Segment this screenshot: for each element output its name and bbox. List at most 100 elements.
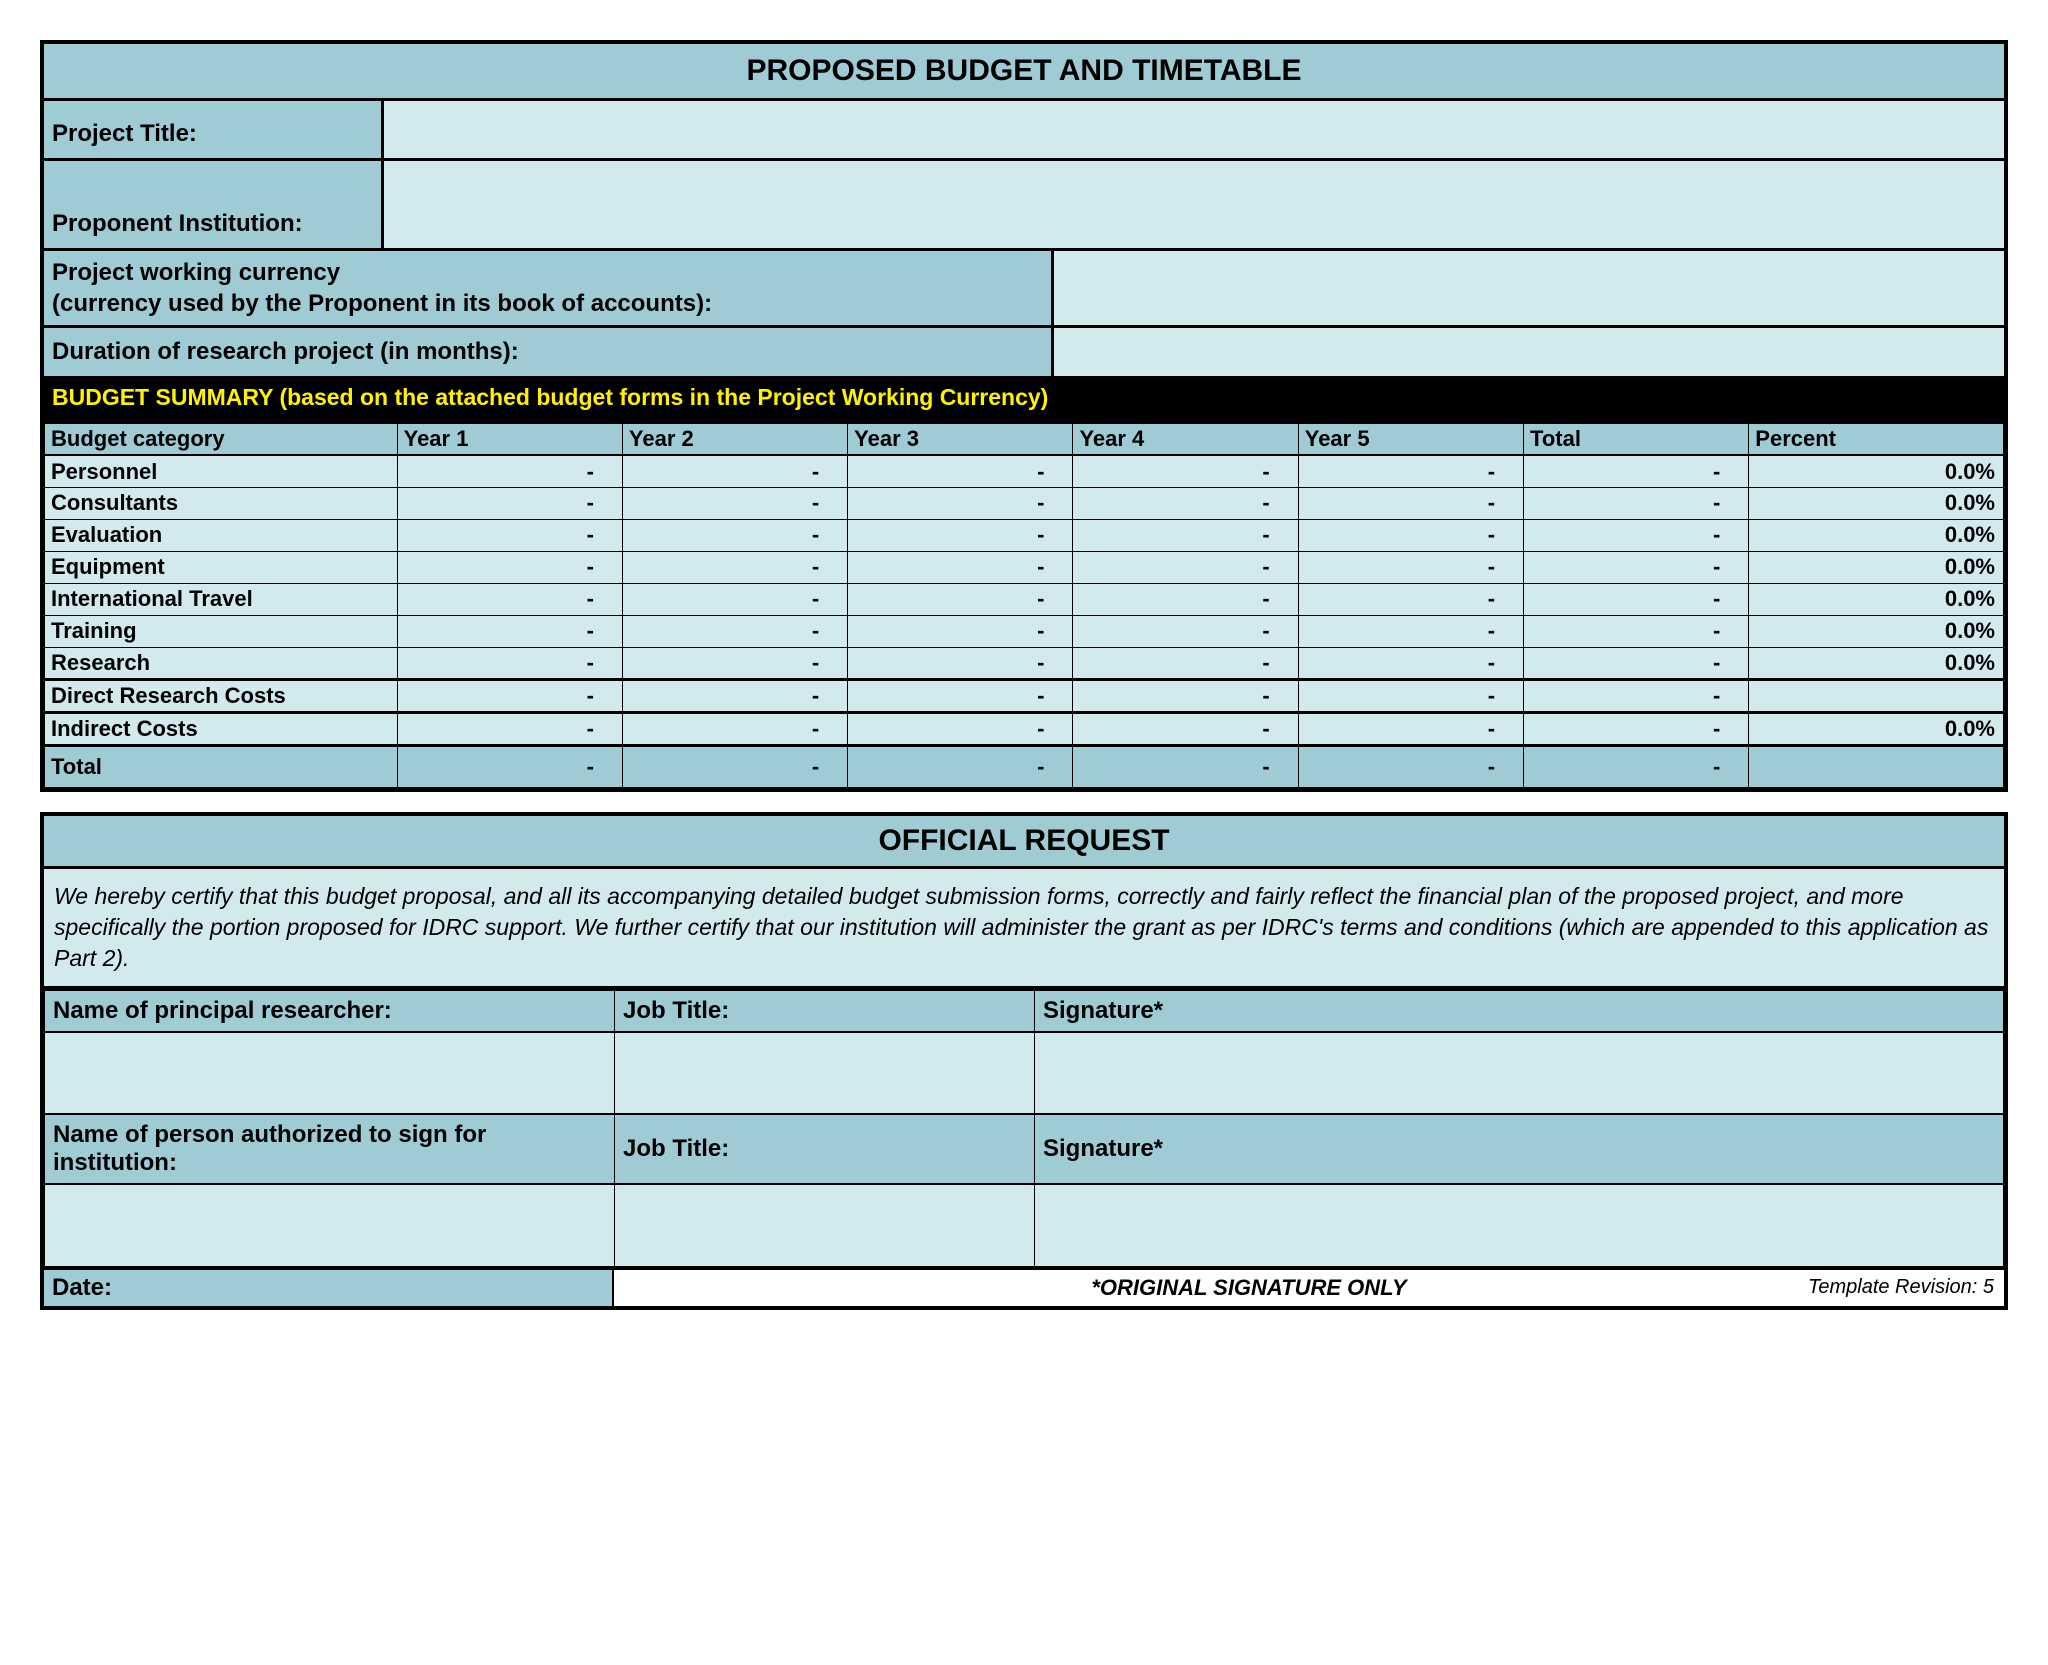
budget-value: - (1298, 519, 1523, 551)
currency-label: Project working currency (currency used … (44, 251, 1054, 325)
footer-row: Date: *ORIGINAL SIGNATURE ONLY Template … (44, 1267, 2004, 1306)
budget-value: - (1298, 679, 1523, 712)
budget-header: Year 3 (848, 423, 1073, 455)
principal-job-label: Job Title: (615, 990, 1035, 1032)
budget-value: - (848, 647, 1073, 679)
budget-value: - (622, 615, 847, 647)
budget-value: - (622, 519, 847, 551)
currency-label-line2: (currency used by the Proponent in its b… (52, 290, 712, 317)
signature-table: Name of principal researcher: Job Title:… (44, 989, 2004, 1267)
authorized-name-value[interactable] (45, 1184, 615, 1266)
currency-label-line1: Project working currency (52, 259, 340, 286)
budget-category: Research (45, 647, 398, 679)
authorized-sig-label: Signature* (1035, 1114, 2004, 1184)
budget-value: - (848, 712, 1073, 745)
budget-percent: 0.0% (1749, 712, 2004, 745)
budget-category: Indirect Costs (45, 712, 398, 745)
budget-header: Budget category (45, 423, 398, 455)
budget-percent: 0.0% (1749, 647, 2004, 679)
budget-value: - (848, 519, 1073, 551)
duration-value[interactable] (1054, 328, 2004, 376)
budget-header: Year 5 (1298, 423, 1523, 455)
budget-value: - (397, 455, 622, 487)
proponent-row: Proponent Institution: (44, 161, 2004, 251)
budget-value: - (397, 745, 622, 787)
principal-job-value[interactable] (615, 1032, 1035, 1114)
budget-percent (1749, 679, 2004, 712)
budget-value: - (1073, 647, 1298, 679)
certification-text: We hereby certify that this budget propo… (44, 869, 2004, 989)
budget-value: - (1524, 745, 1749, 787)
principal-sig-label: Signature* (1035, 990, 2004, 1032)
budget-value: - (1524, 487, 1749, 519)
budget-value: - (397, 487, 622, 519)
budget-value: - (397, 679, 622, 712)
budget-value: - (1298, 551, 1523, 583)
budget-value: - (397, 519, 622, 551)
budget-header: Year 4 (1073, 423, 1298, 455)
authorized-job-label: Job Title: (615, 1114, 1035, 1184)
authorized-job-value[interactable] (615, 1184, 1035, 1266)
project-title-value[interactable] (384, 101, 2004, 158)
budget-value: - (1073, 615, 1298, 647)
budget-value: - (622, 679, 847, 712)
budget-value: - (1073, 487, 1298, 519)
official-request-panel: OFFICIAL REQUEST We hereby certify that … (40, 812, 2008, 1310)
principal-name-value[interactable] (45, 1032, 615, 1114)
budget-percent: 0.0% (1749, 487, 2004, 519)
budget-value: - (848, 679, 1073, 712)
budget-percent: 0.0% (1749, 519, 2004, 551)
budget-value: - (1524, 712, 1749, 745)
budget-value: - (1298, 455, 1523, 487)
budget-value: - (1073, 551, 1298, 583)
budget-timetable-panel: PROPOSED BUDGET AND TIMETABLE Project Ti… (40, 40, 2008, 792)
budget-value: - (1298, 712, 1523, 745)
budget-value: - (848, 487, 1073, 519)
budget-value: - (1073, 583, 1298, 615)
budget-header: Total (1524, 423, 1749, 455)
budget-value: - (1524, 551, 1749, 583)
budget-value: - (1073, 745, 1298, 787)
budget-value: - (1073, 679, 1298, 712)
budget-header: Percent (1749, 423, 2004, 455)
budget-value: - (1298, 583, 1523, 615)
budget-category: Total (45, 745, 398, 787)
principal-sig-value[interactable] (1035, 1032, 2004, 1114)
budget-value: - (622, 745, 847, 787)
budget-value: - (1524, 679, 1749, 712)
budget-category: Consultants (45, 487, 398, 519)
page-title: PROPOSED BUDGET AND TIMETABLE (44, 44, 2004, 101)
budget-value: - (1073, 519, 1298, 551)
proponent-value[interactable] (384, 161, 2004, 248)
budget-value: - (1073, 712, 1298, 745)
budget-value: - (1298, 615, 1523, 647)
budget-value: - (1524, 583, 1749, 615)
budget-value: - (1524, 455, 1749, 487)
budget-value: - (622, 712, 847, 745)
budget-category: Equipment (45, 551, 398, 583)
budget-value: - (397, 647, 622, 679)
project-title-row: Project Title: (44, 101, 2004, 161)
authorized-name-label: Name of person authorized to sign for in… (45, 1114, 615, 1184)
budget-category: Training (45, 615, 398, 647)
budget-value: - (1524, 647, 1749, 679)
budget-category: International Travel (45, 583, 398, 615)
budget-value: - (848, 615, 1073, 647)
budget-percent: 0.0% (1749, 615, 2004, 647)
official-request-title: OFFICIAL REQUEST (44, 816, 2004, 869)
budget-value: - (397, 551, 622, 583)
budget-value: - (848, 583, 1073, 615)
budget-value: - (622, 647, 847, 679)
currency-value[interactable] (1054, 251, 2004, 325)
budget-value: - (848, 551, 1073, 583)
budget-value: - (622, 487, 847, 519)
budget-category: Direct Research Costs (45, 679, 398, 712)
authorized-sig-value[interactable] (1035, 1184, 2004, 1266)
budget-value: - (1524, 519, 1749, 551)
budget-value: - (1073, 455, 1298, 487)
budget-value: - (397, 615, 622, 647)
duration-row: Duration of research project (in months)… (44, 328, 2004, 376)
budget-percent (1749, 745, 2004, 787)
budget-value: - (1298, 487, 1523, 519)
budget-value: - (397, 583, 622, 615)
